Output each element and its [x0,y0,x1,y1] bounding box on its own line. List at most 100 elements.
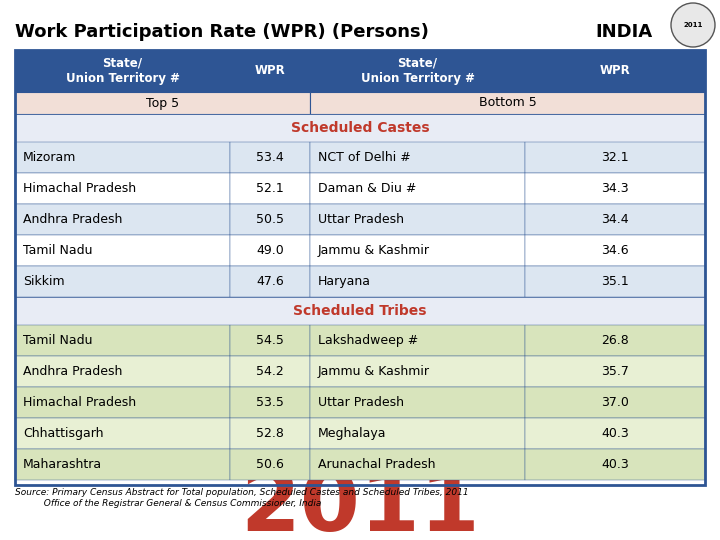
Bar [15,356,230,387]
Bar [230,449,310,480]
Bar [15,235,230,266]
Text: NCT of Delhi #: NCT of Delhi # [318,151,410,164]
Text: 26.8: 26.8 [601,334,629,347]
Bar [310,418,525,449]
Bar [310,50,525,92]
Text: Himachal Pradesh: Himachal Pradesh [23,182,136,195]
Bar [230,325,310,356]
Bar [230,418,310,449]
Text: 52.8: 52.8 [256,427,284,440]
Bar [525,142,705,173]
Bar [525,235,705,266]
Text: Uttar Pradesh: Uttar Pradesh [318,213,404,226]
Bar [230,204,310,235]
Text: Haryana: Haryana [318,275,371,288]
Bar [15,114,705,142]
Text: Jammu & Kashmir: Jammu & Kashmir [318,365,430,378]
Text: 40.3: 40.3 [601,427,629,440]
Text: Meghalaya: Meghalaya [318,427,387,440]
Text: 50.5: 50.5 [256,213,284,226]
Text: 34.6: 34.6 [601,244,629,257]
Bar [230,266,310,297]
Text: 40.3: 40.3 [601,458,629,471]
Text: Mizoram: Mizoram [23,151,76,164]
Text: 54.5: 54.5 [256,334,284,347]
Bar [15,449,230,480]
Bar [15,92,310,114]
Text: 37.0: 37.0 [601,396,629,409]
Bar [310,142,525,173]
Bar [310,204,525,235]
Bar [310,325,525,356]
Text: 2011: 2011 [683,22,703,28]
Bar [15,297,705,325]
Text: Andhra Pradesh: Andhra Pradesh [23,213,122,226]
Text: Arunachal Pradesh: Arunachal Pradesh [318,458,436,471]
Bar [310,266,525,297]
Text: 47.6: 47.6 [256,275,284,288]
Text: 52.1: 52.1 [256,182,284,195]
Bar [15,204,230,235]
Text: Andhra Pradesh: Andhra Pradesh [23,365,122,378]
Bar [15,173,230,204]
Text: Tamil Nadu: Tamil Nadu [23,244,92,257]
Bar [230,356,310,387]
Bar [15,50,230,92]
Text: State/
Union Territory #: State/ Union Territory # [361,57,474,85]
Circle shape [671,3,715,47]
Bar [230,235,310,266]
Bar [525,50,705,92]
Bar [15,266,230,297]
Bar [310,356,525,387]
Text: Office of the Registrar General & Census Commissioner, India: Office of the Registrar General & Census… [15,499,321,508]
Text: 2011: 2011 [240,467,480,540]
Text: 32.1: 32.1 [601,151,629,164]
Text: Chhattisgarh: Chhattisgarh [23,427,104,440]
Text: INDIA: INDIA [595,23,652,41]
Text: 49.0: 49.0 [256,244,284,257]
Text: 35.7: 35.7 [601,365,629,378]
Bar [525,449,705,480]
Text: Tamil Nadu: Tamil Nadu [23,334,92,347]
Bar [15,325,230,356]
Text: Work Participation Rate (WPR) (Persons): Work Participation Rate (WPR) (Persons) [15,23,429,41]
Text: Maharashtra: Maharashtra [23,458,102,471]
Text: Sikkim: Sikkim [23,275,65,288]
Bar [525,356,705,387]
Text: 50.6: 50.6 [256,458,284,471]
Bar [525,204,705,235]
Bar [230,142,310,173]
Bar [230,173,310,204]
Text: 54.2: 54.2 [256,365,284,378]
Bar [15,418,230,449]
Bar [310,387,525,418]
Text: Lakshadweep #: Lakshadweep # [318,334,418,347]
Bar [525,173,705,204]
Text: Himachal Pradesh: Himachal Pradesh [23,396,136,409]
Text: WPR: WPR [600,64,631,78]
Text: 34.3: 34.3 [601,182,629,195]
Text: WPR: WPR [255,64,285,78]
Text: Bottom 5: Bottom 5 [479,97,536,110]
Text: 53.4: 53.4 [256,151,284,164]
Bar [525,418,705,449]
Text: Source: Primary Census Abstract for Total population, Scheduled Castes and Sched: Source: Primary Census Abstract for Tota… [15,488,469,497]
Text: Uttar Pradesh: Uttar Pradesh [318,396,404,409]
Bar [310,173,525,204]
Text: Daman & Diu #: Daman & Diu # [318,182,416,195]
Bar [310,235,525,266]
Text: Scheduled Castes: Scheduled Castes [291,121,429,135]
Text: 35.1: 35.1 [601,275,629,288]
Bar [230,387,310,418]
Bar [310,92,705,114]
Bar [525,266,705,297]
Bar [525,387,705,418]
Text: 34.4: 34.4 [601,213,629,226]
Text: Top 5: Top 5 [146,97,179,110]
Bar [15,142,230,173]
Bar [230,50,310,92]
Bar [525,325,705,356]
Bar [15,387,230,418]
Text: 53.5: 53.5 [256,396,284,409]
Text: Jammu & Kashmir: Jammu & Kashmir [318,244,430,257]
